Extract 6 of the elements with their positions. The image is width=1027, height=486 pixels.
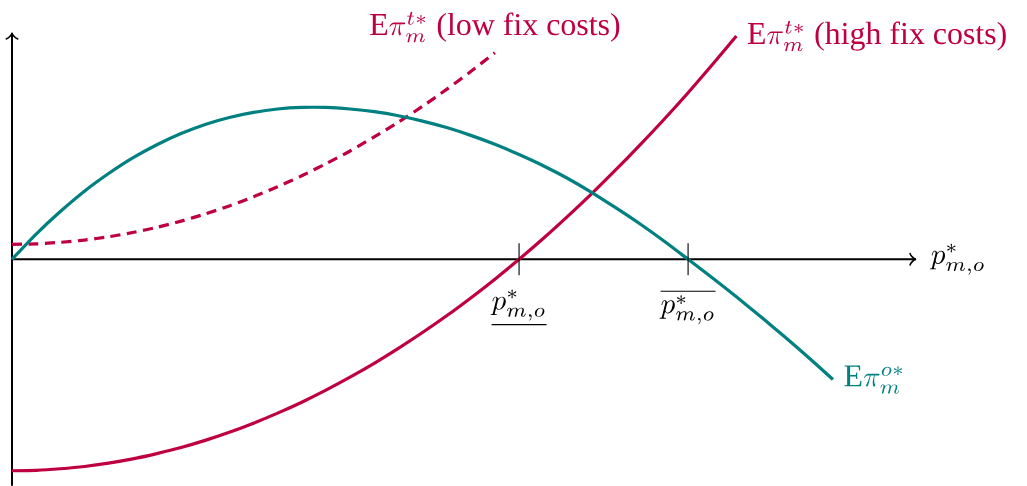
series-label: $\mathrm{E}\pi^{t*}_{m}\ \text{(low fix costs)}$ [370, 11, 620, 43]
x-axis-title: $p^{*}_{m,o}$ [929, 243, 984, 275]
x-tick-label: $\underline{p^{*}_{m,o}}$ [490, 289, 547, 325]
series-label: $\mathrm{E}\pi^{o*}_{m}$ [844, 365, 903, 394]
series-label: $\mathrm{E}\pi^{t*}_{m}\ \text{(high fix costs)}$ [747, 20, 1006, 52]
x-tick-label: $\overline{p^{*}_{m,o}}$ [659, 291, 716, 325]
